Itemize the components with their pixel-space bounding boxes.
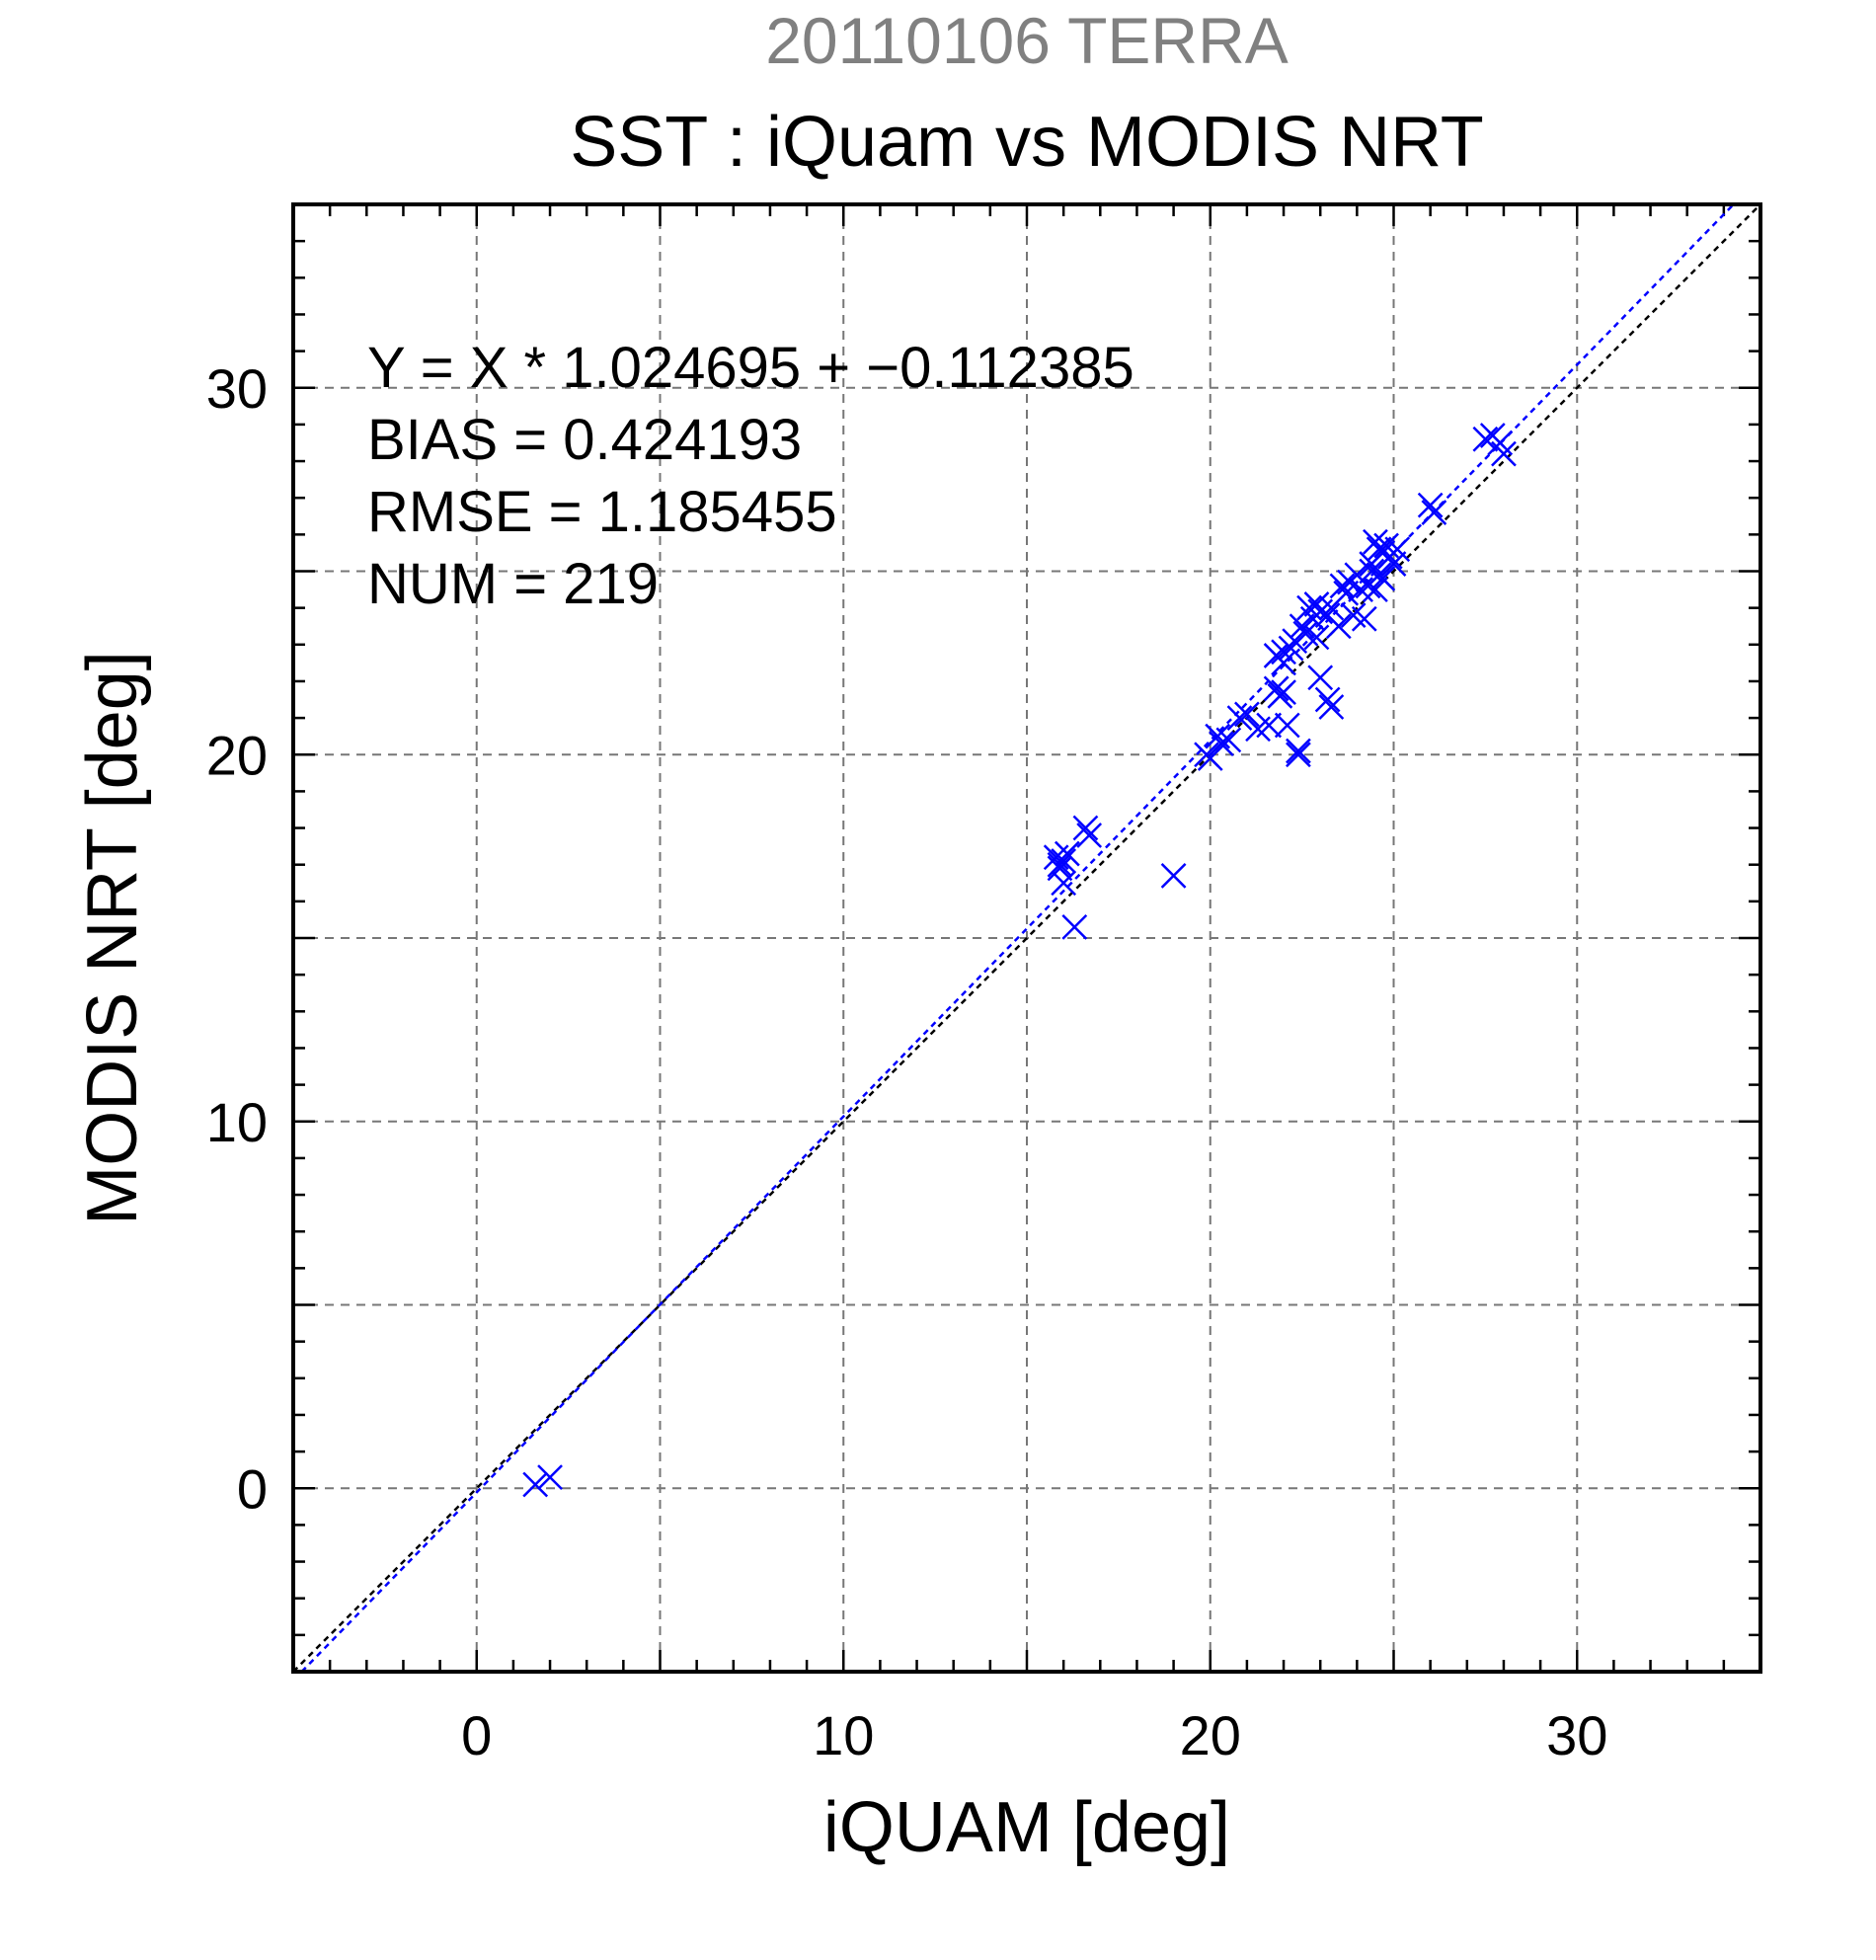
stats-annotations: Y = X * 1.024695 + −0.112385 BIAS = 0.42… <box>367 336 1134 616</box>
chart-subtitle: SST : iQuam vs MODIS NRT <box>570 103 1484 182</box>
y-tick-labels: 0 10 20 30 <box>206 357 268 1521</box>
data-point-x-marker <box>1417 492 1444 518</box>
data-point-x-marker <box>1286 742 1311 768</box>
data-point-x-marker <box>1314 686 1341 713</box>
data-point-x-marker <box>1359 558 1385 585</box>
data-point-x-marker <box>1384 536 1411 563</box>
data-point-x-marker <box>1472 426 1499 452</box>
data-point-x-marker <box>1380 551 1407 577</box>
data-point-x-marker <box>1421 500 1447 525</box>
data-point-x-marker <box>1051 848 1077 874</box>
x-tick-labels: 0 10 20 30 <box>461 1704 1607 1766</box>
data-point-x-marker <box>1307 665 1334 691</box>
y-tick-label: 10 <box>206 1091 268 1153</box>
y-tick-label: 0 <box>237 1457 268 1520</box>
data-point-x-marker <box>1054 840 1080 867</box>
data-point-x-marker <box>537 1464 563 1490</box>
data-point-x-marker <box>1286 738 1311 764</box>
data-point-x-marker <box>1325 613 1352 640</box>
x-axis-label: iQUAM [deg] <box>823 1788 1230 1867</box>
data-point-x-marker <box>1160 862 1187 889</box>
data-point-x-marker <box>1318 694 1345 720</box>
chart-title: 20110106 TERRA <box>765 4 1289 77</box>
x-tick-label: 0 <box>461 1704 492 1766</box>
y-tick-label: 30 <box>206 357 268 420</box>
y-tick-label: 20 <box>206 724 268 786</box>
data-point-x-marker <box>1209 731 1234 756</box>
plot-frame <box>291 202 1762 1674</box>
data-point-x-marker <box>1226 705 1253 731</box>
data-point-x-marker <box>1263 675 1290 702</box>
data-point-x-marker <box>1271 679 1296 705</box>
data-point-x-marker <box>1061 913 1088 940</box>
data-point-x-marker <box>1215 727 1242 753</box>
data-point-x-marker <box>1263 643 1290 668</box>
identity-line <box>292 203 1761 1673</box>
y-axis-label: MODIS NRT [deg] <box>73 651 152 1225</box>
rmse-annotation: RMSE = 1.185455 <box>367 480 837 544</box>
data-point-x-marker <box>522 1471 549 1498</box>
data-point-x-marker <box>1234 701 1260 728</box>
x-tick-label: 10 <box>813 1704 874 1766</box>
grid-lines <box>293 204 1760 1672</box>
bias-annotation: BIAS = 0.424193 <box>367 408 802 472</box>
regression-equation: Y = X * 1.024695 + −0.112385 <box>367 336 1134 400</box>
data-point-x-marker <box>1303 624 1330 651</box>
data-point-x-marker <box>1351 605 1377 632</box>
data-point-x-marker <box>1491 440 1517 467</box>
data-point-x-marker <box>1274 712 1300 739</box>
num-annotation: NUM = 219 <box>367 552 659 616</box>
data-points <box>522 423 1517 1498</box>
data-point-x-marker <box>1047 855 1073 882</box>
data-point-x-marker <box>1072 815 1099 841</box>
x-tick-label: 30 <box>1546 1704 1607 1766</box>
x-tick-label: 20 <box>1180 1704 1241 1766</box>
data-point-x-marker <box>1369 566 1396 591</box>
data-point-x-marker <box>1282 628 1308 654</box>
data-point-x-marker <box>1076 823 1103 848</box>
data-point-x-marker <box>1051 870 1077 897</box>
data-point-x-marker <box>1256 712 1283 739</box>
data-point-x-marker <box>1289 613 1315 640</box>
